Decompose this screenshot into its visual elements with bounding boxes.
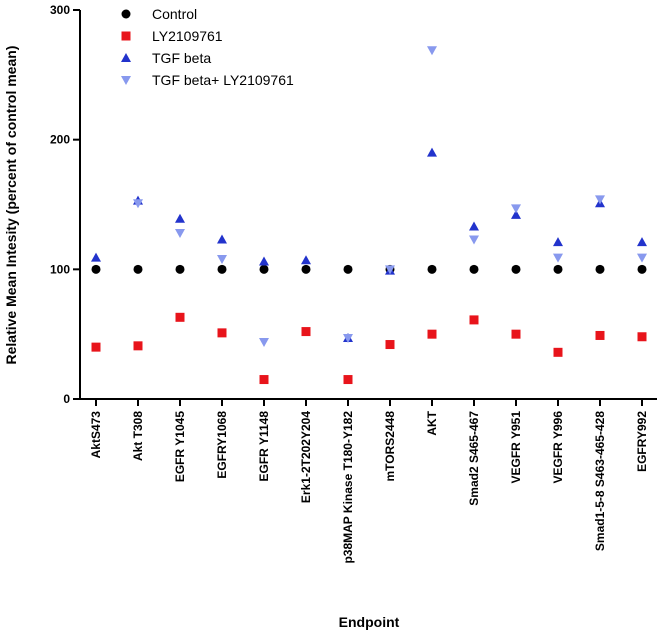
y-tick-label: 0 [63, 392, 70, 406]
data-point [91, 342, 101, 352]
data-point [259, 375, 269, 385]
x-tick-label: VEGFR Y951 [509, 411, 523, 484]
x-tick-label: EGFR Y1045 [173, 411, 187, 482]
x-tick-label: EGFRY992 [635, 411, 649, 472]
data-point [511, 329, 521, 339]
series-circle [91, 264, 647, 274]
data-point [175, 264, 185, 274]
data-point [343, 375, 353, 385]
data-point [259, 264, 269, 274]
legend: Control LY2109761 TGF beta TGF beta+ LY2109… [121, 6, 294, 88]
y-tick-label: 200 [50, 133, 70, 147]
series-square [91, 312, 647, 385]
data-point [133, 199, 143, 209]
x-tick-label: VEGFR Y996 [551, 411, 565, 484]
x-tick-label: Smad2 S465-467 [467, 411, 481, 506]
y-axis-title: Relative Mean Intesity (percent of contr… [3, 46, 19, 365]
legend-marker [121, 9, 131, 19]
data-point [511, 204, 521, 214]
data-point [259, 256, 269, 266]
data-point [595, 264, 605, 274]
data-point [469, 235, 479, 245]
data-point [301, 327, 311, 337]
data-point [91, 264, 101, 274]
data-point [637, 237, 647, 247]
data-point [511, 209, 521, 219]
data-point [553, 237, 563, 247]
x-tick-label: mTORS2448 [383, 411, 397, 482]
data-point [511, 264, 521, 274]
data-point [301, 264, 311, 274]
x-tick-label: AKT [425, 410, 439, 435]
data-point [217, 254, 227, 264]
x-tick-label: Akt T308 [131, 411, 145, 461]
data-point [469, 221, 479, 231]
x-tick-label: p38MAP Kinase T180-Y182 [341, 411, 355, 564]
data-point [595, 195, 605, 205]
data-point [553, 347, 563, 357]
y-tick-label: 300 [50, 3, 70, 17]
data-point [175, 312, 185, 322]
data-point [217, 328, 227, 338]
data-point [427, 46, 437, 56]
legend-label: Control [152, 6, 197, 22]
legend-marker [121, 53, 131, 62]
axes: 0 100 200 300 AktS473 Akt T308 EGFR Y1045 EGFRY… [50, 3, 657, 564]
data-marks [91, 46, 647, 385]
data-point [553, 253, 563, 263]
data-point [133, 341, 143, 351]
data-point [259, 337, 269, 347]
data-point [217, 264, 227, 274]
data-point [469, 264, 479, 274]
data-point [175, 229, 185, 239]
data-point [637, 264, 647, 274]
series-triangle-down [133, 46, 647, 347]
data-point [343, 334, 353, 344]
data-point [637, 332, 647, 342]
data-point [553, 264, 563, 274]
data-point [595, 330, 605, 340]
data-point [427, 147, 437, 157]
x-tick-label: EGFR Y1148 [257, 411, 271, 482]
x-tick-label: AktS473 [89, 411, 103, 459]
data-point [385, 265, 395, 275]
x-tick-label: Erk1-2T202Y204 [299, 411, 313, 503]
data-point [91, 252, 101, 262]
legend-label: TGF beta+ LY2109761 [152, 72, 294, 88]
data-point [637, 253, 647, 263]
data-point [217, 234, 227, 244]
data-point [385, 340, 395, 350]
legend-marker [121, 31, 131, 41]
data-point [427, 264, 437, 274]
series-triangle-up [91, 147, 647, 343]
data-point [469, 315, 479, 325]
legend-marker [121, 76, 131, 85]
x-tick-label: EGFRY1068 [215, 411, 229, 479]
x-axis-title: Endpoint [339, 614, 400, 630]
data-point [175, 213, 185, 223]
data-point [301, 255, 311, 265]
data-point [343, 264, 353, 274]
data-point [133, 264, 143, 274]
legend-label: TGF beta [152, 50, 211, 66]
y-tick-label: 100 [50, 262, 70, 276]
legend-label: LY2109761 [152, 28, 223, 44]
data-point [427, 329, 437, 339]
x-tick-label: Smad1-5-8 S463-465-428 [593, 411, 607, 551]
